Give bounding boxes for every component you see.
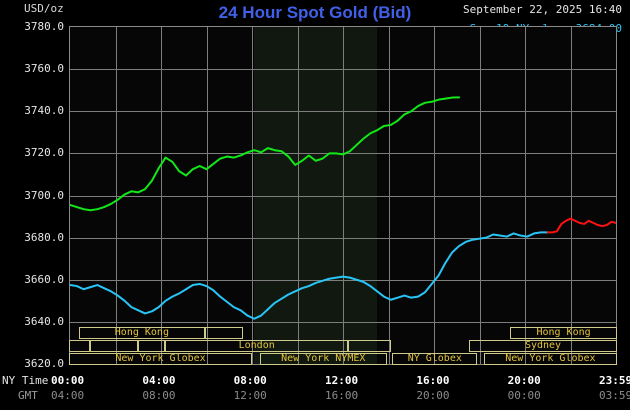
y-axis-tick-label: 3640.0 [24, 314, 64, 328]
session-bar [164, 340, 349, 352]
x-axis-ny-tick-label: 20:00 [507, 374, 541, 387]
session-row-3: New York Globex New York NYMEX NY Globex Ne… [69, 353, 617, 365]
gridline-horizontal [70, 111, 616, 112]
x-axis-ny-tick-label: 00:00 [51, 374, 85, 387]
chart-title-text: 24 Hour Spot Gold (Bid) [218, 3, 412, 22]
session-bar-label: Hong Kong [536, 327, 591, 338]
y-axis-unit-label: USD/oz [24, 2, 64, 15]
session-bar [69, 353, 253, 365]
plot-area [69, 26, 617, 365]
x-axis-ny-tick-label: 16:00 [416, 374, 450, 387]
session-bar-label: New York NYMEX [281, 353, 366, 364]
session-bar-label: NY Globex [407, 353, 462, 364]
session-row-1: Hong Kong Hong Kong [69, 327, 617, 339]
x-axis-gmt-tick-label: 12:00 [233, 389, 267, 402]
gridline-vertical [389, 27, 390, 364]
gridline-horizontal [70, 280, 616, 281]
gridline-vertical [480, 27, 481, 364]
y-axis-tick-label: 3700.0 [24, 188, 64, 202]
gridline-vertical [252, 27, 253, 364]
y-axis-tick-label: 3780.0 [24, 20, 64, 33]
x-axis-ny-tick-label: 23:59 [599, 374, 630, 387]
shaded-session-region [254, 27, 378, 364]
session-bar [89, 340, 139, 352]
y-axis-tick-label: 3620.0 [24, 357, 64, 370]
y-axis-tick-label: 3680.0 [24, 230, 64, 244]
gridline-vertical [343, 27, 344, 364]
gridline-vertical [571, 27, 572, 364]
x-axis-gmt-tick-label: 00:00 [507, 389, 541, 402]
y-axis-tick-label: 3740.0 [24, 104, 64, 118]
gridline-horizontal [70, 238, 616, 239]
y-axis-tick-label: 3760.0 [24, 62, 64, 76]
x-axis-ny-tick-label: 12:00 [325, 374, 359, 387]
price-series-svg [70, 96, 616, 320]
gridline-vertical [434, 27, 435, 364]
x-axis-gmt-tick-label: 16:00 [325, 389, 359, 402]
x-axis-gmt-tick-label: 04:00 [51, 389, 85, 402]
x-axis-ny-tick-label: 04:00 [142, 374, 176, 387]
x-axis-gmt-label: GMT [18, 389, 38, 402]
y-axis-tick-label: 3720.0 [24, 146, 64, 160]
session-bar [348, 340, 392, 352]
session-bar-label: Hong Kong [114, 327, 169, 338]
session-bar [469, 340, 617, 352]
y-axis-tick-label: 3660.0 [24, 272, 64, 286]
x-axis-gmt-tick-label: 20:00 [416, 389, 450, 402]
x-axis-gmt-tick-label: 08:00 [142, 389, 176, 402]
x-axis-ny-tick-label: 08:00 [233, 374, 267, 387]
gridline-vertical [298, 27, 299, 364]
x-axis: NY Time GMT 00:00 04:00 04:00 08:00 08:00 12:… [0, 372, 630, 408]
session-bar [69, 340, 90, 352]
session-bar [483, 353, 617, 365]
x-axis-gmt-tick-label: 03:59 [599, 389, 630, 402]
session-bar [204, 327, 244, 339]
session-bar-label: London [238, 340, 275, 351]
session-bar-label: New York Globex [115, 353, 206, 364]
gridline-vertical [116, 27, 117, 364]
gridline-vertical [207, 27, 208, 364]
session-bar [259, 353, 387, 365]
page-title: 24 Hour Spot Gold (Bid) [0, 3, 630, 23]
session-bar [392, 353, 478, 365]
timestamp: September 22, 2025 16:40 [463, 3, 622, 16]
session-bar [138, 340, 165, 352]
session-bar [510, 327, 617, 339]
session-bar-label: Sydney [524, 340, 562, 351]
session-bar-label: New York Globex [505, 353, 596, 364]
gridline-horizontal [70, 69, 616, 70]
x-axis-ny-time-label: NY Time [2, 374, 49, 387]
gridline-vertical [161, 27, 162, 364]
session-bar [78, 327, 205, 339]
price-line-series [70, 231, 549, 320]
market-session-bars: Hong Kong Hong Kong London Sydney New York G… [69, 327, 617, 365]
gridline-horizontal [70, 196, 616, 197]
gridline-horizontal [70, 322, 616, 323]
price-line-series [70, 96, 461, 212]
session-row-2: London Sydney [69, 340, 617, 352]
gridline-vertical [525, 27, 526, 364]
price-line-series [546, 217, 616, 234]
